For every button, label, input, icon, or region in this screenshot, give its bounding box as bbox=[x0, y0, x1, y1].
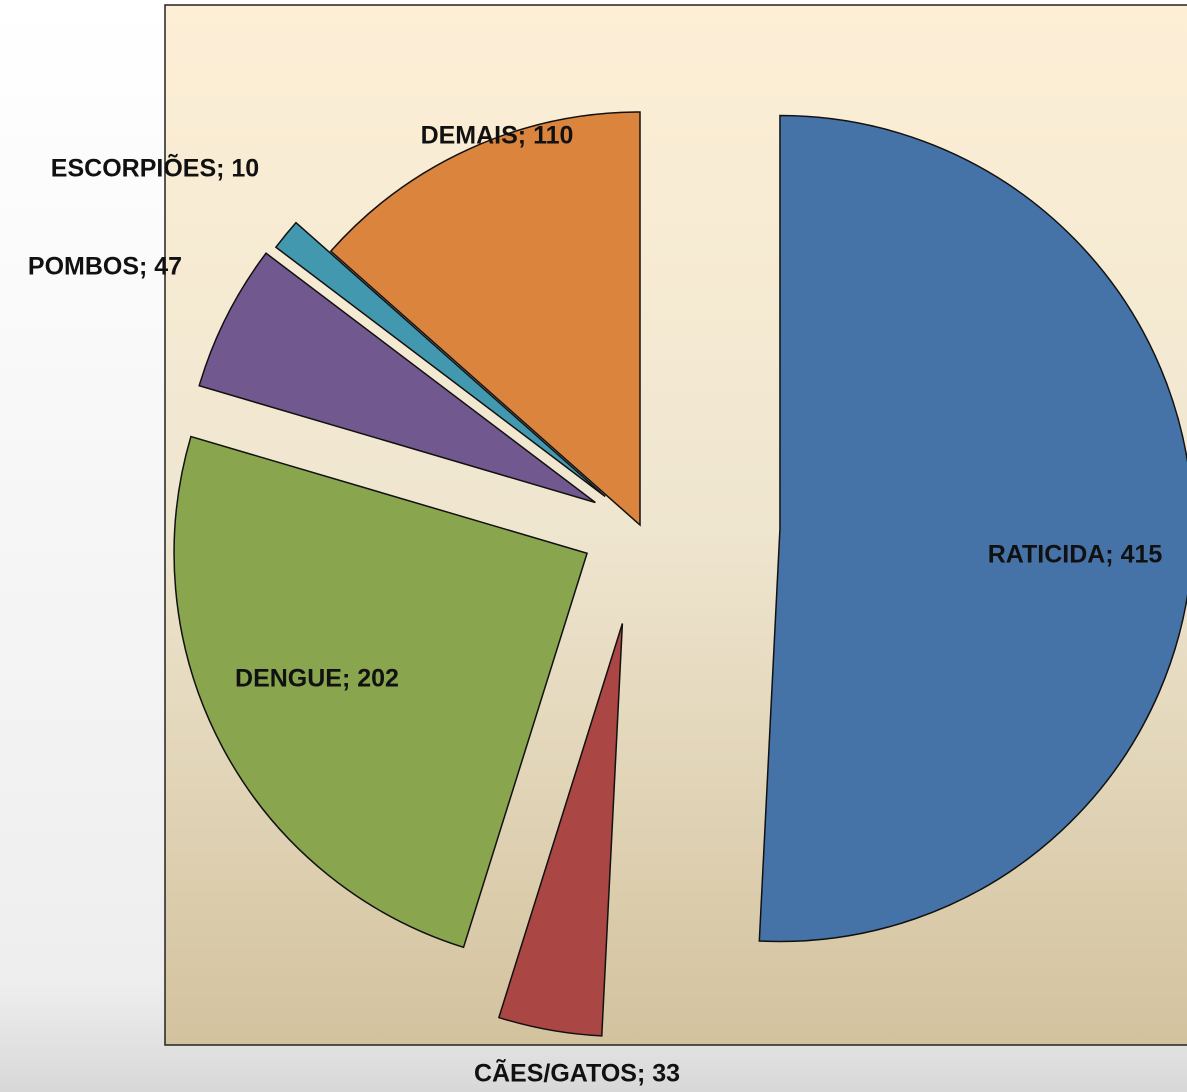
pie-slice bbox=[329, 111, 641, 527]
pie-slice bbox=[497, 623, 624, 1037]
pie-slice bbox=[758, 114, 1187, 943]
data-label: CÃES/GATOS; 33 bbox=[474, 1058, 680, 1088]
data-label: DEMAIS; 110 bbox=[421, 122, 574, 150]
pie-slice bbox=[198, 252, 596, 504]
data-label: DENGUE; 202 bbox=[235, 665, 399, 693]
labels: RATICIDA; 415 CÃES/GATOS; 33 DENGUE; 202 PO… bbox=[28, 122, 1162, 1088]
pie-slice bbox=[173, 435, 589, 949]
pie-slice bbox=[274, 221, 606, 498]
slices bbox=[173, 111, 1187, 1037]
data-label: ESCORPIÕES; 10 bbox=[51, 153, 259, 183]
data-label: RATICIDA; 415 bbox=[988, 541, 1163, 569]
data-label: POMBOS; 47 bbox=[28, 253, 182, 281]
